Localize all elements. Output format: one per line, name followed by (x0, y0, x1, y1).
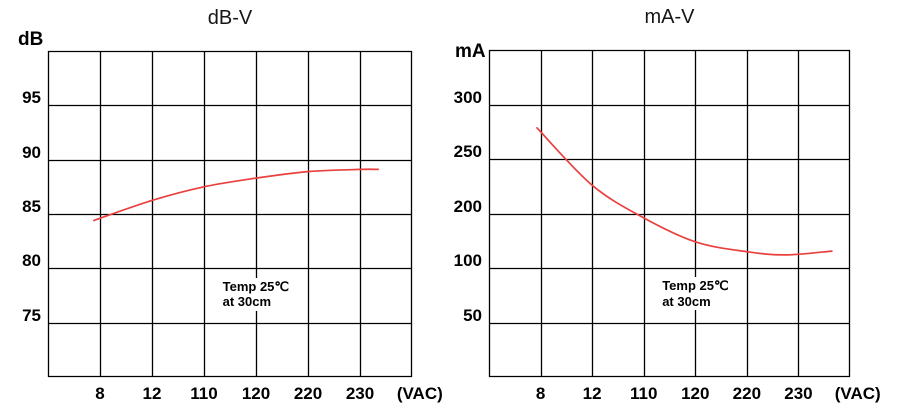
x-tick-label: 230 (345, 384, 375, 403)
x-axis-unit-suffix: (VAC) (396, 384, 443, 403)
chart-title: mA-V (644, 6, 695, 28)
y-tick-label: 250 (453, 142, 482, 161)
y-tick-label: 90 (22, 142, 41, 162)
plot-grid (488, 49, 851, 378)
y-tick-label: 200 (453, 196, 482, 216)
x-tick-label: 220 (293, 384, 323, 403)
y-tick-label: 75 (22, 305, 41, 325)
annotation-line-1: Temp 25℃ (222, 278, 290, 294)
y-tick-label: 85 (22, 197, 41, 216)
annotation-line-2: at 30cm (222, 294, 272, 310)
annotation-line-1: Temp 25℃ (662, 278, 729, 294)
x-tick-label: 120 (681, 384, 710, 403)
x-tick-label: 120 (241, 384, 271, 403)
y-tick-label: 95 (22, 88, 41, 108)
data-curve (536, 127, 833, 256)
chart-db-v: dB-V dB Temp 25℃ at 30cm 95 90 85 80 75 8 12 11… (18, 7, 443, 403)
plot-grid (47, 50, 413, 378)
x-tick-label: 12 (142, 384, 162, 403)
x-tick-label: 230 (784, 384, 813, 403)
chart-ma-v: mA-V mA Temp 25℃ at 30cm 300 250 200 100 50 8… (454, 6, 881, 403)
x-tick-label: 220 (732, 384, 762, 403)
y-tick-label: 100 (453, 251, 482, 270)
data-curve (92, 168, 380, 222)
y-axis-unit-label: dB (18, 29, 44, 50)
y-tick-label: 300 (453, 87, 482, 107)
x-tick-label: 12 (582, 384, 602, 403)
annotation: Temp 25℃ at 30cm (220, 277, 296, 311)
chart-title: dB-V (207, 7, 253, 29)
grid-lines (47, 50, 413, 378)
x-tick-label: 8 (95, 384, 105, 403)
y-tick-label: 50 (463, 305, 482, 325)
y-tick-label: 80 (22, 251, 41, 271)
grid-lines (488, 49, 851, 378)
y-axis-unit-label: mA (455, 41, 486, 62)
annotation: Temp 25℃ at 30cm (660, 277, 735, 311)
x-tick-label: 8 (535, 384, 546, 403)
x-tick-label: 110 (190, 384, 218, 403)
x-tick-label: 110 (629, 384, 658, 403)
annotation-line-2: at 30cm (662, 293, 711, 309)
x-axis-unit-suffix: (VAC) (834, 384, 881, 403)
